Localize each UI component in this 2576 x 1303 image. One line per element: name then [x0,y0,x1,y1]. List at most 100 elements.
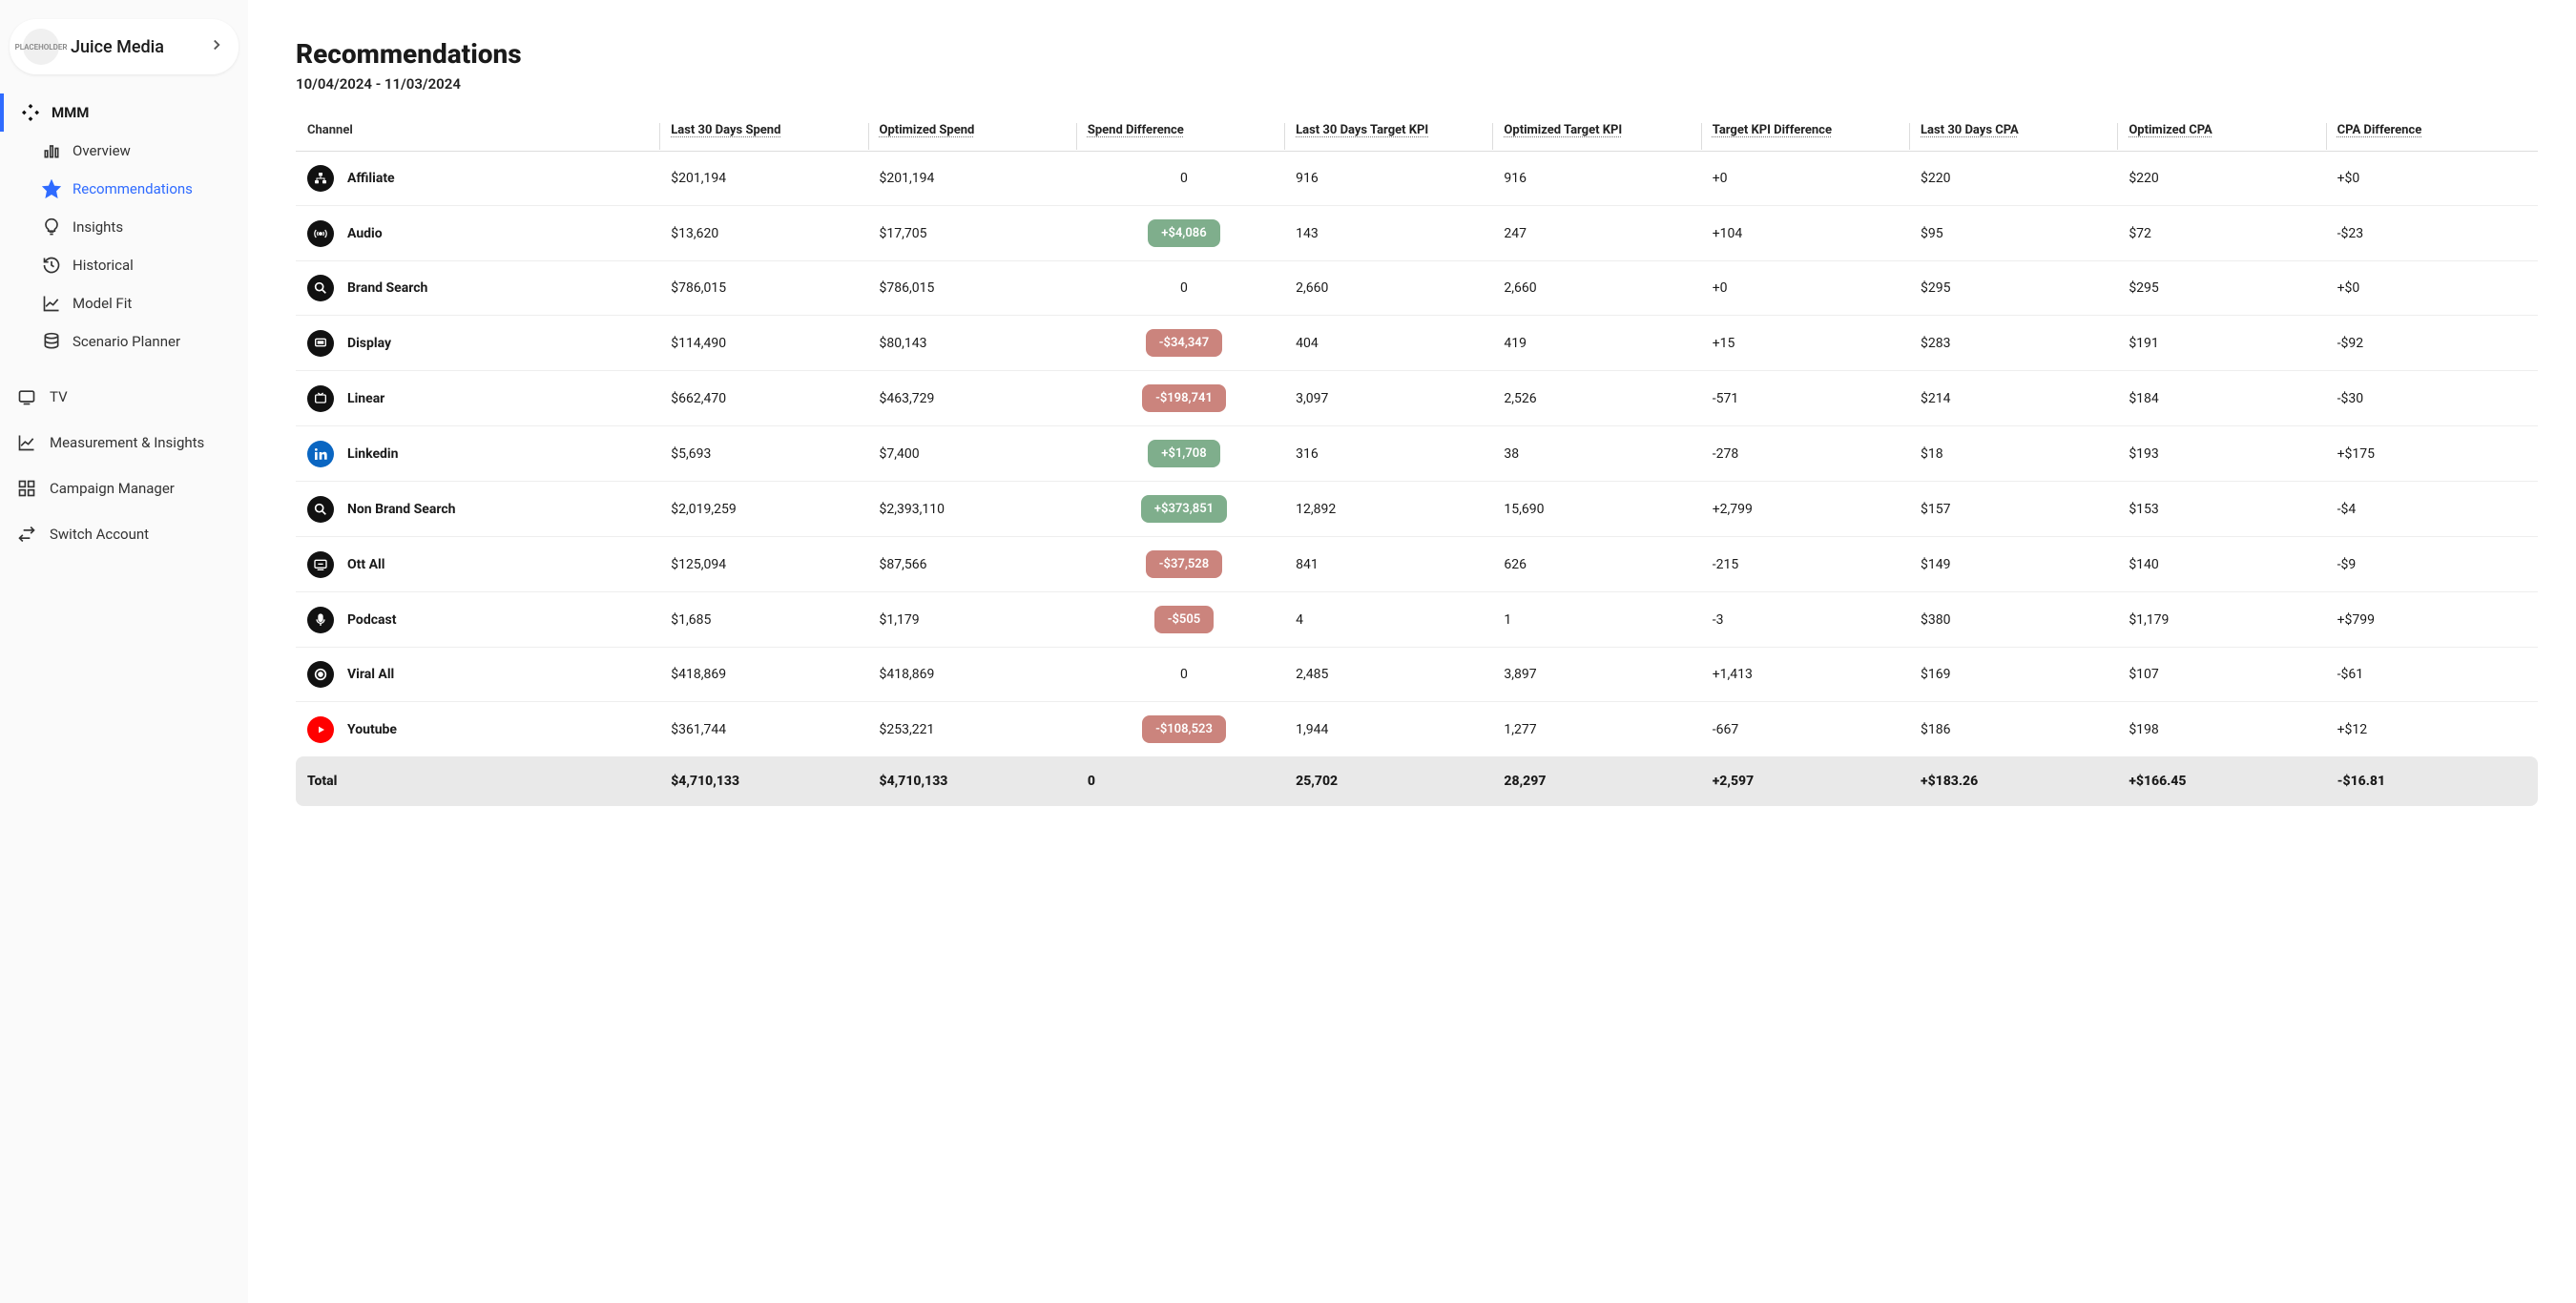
podcast-icon [307,607,334,633]
col-header-spend_diff[interactable]: Spend Difference [1080,114,1288,152]
col-header-opt_kpi[interactable]: Optimized Target KPI [1496,114,1704,152]
table-row[interactable]: Viral All $418,869$418,86902,4853,897+1,… [296,648,2538,702]
cell-kpi-diff: -571 [1705,371,1913,426]
nav-group-mmm[interactable]: MMM [0,93,248,132]
col-header-last30_spend[interactable]: Last 30 Days Spend [663,114,871,152]
col-header-cpa_diff[interactable]: CPA Difference [2330,114,2538,152]
channel-cell: Viral All [303,661,655,688]
cell-opt-spend: $7,400 [872,426,1080,482]
nav-sub-recommendations[interactable]: Recommendations [0,170,248,208]
tv-icon [17,387,36,406]
linkedin-icon [307,441,334,467]
line-chart-icon [42,294,61,313]
cell-opt-cpa: $198 [2121,702,2329,757]
table-row[interactable]: Ott All $125,094$87,566-$37,528841626-21… [296,537,2538,592]
cell-last30-cpa: $220 [1913,152,2121,206]
cell-opt-kpi: 38 [1496,426,1704,482]
col-header-last30_cpa[interactable]: Last 30 Days CPA [1913,114,2121,152]
total-cell: +2,597 [1705,756,1913,806]
table-row[interactable]: Brand Search $786,015$786,01502,6602,660… [296,261,2538,316]
table-row[interactable]: Non Brand Search $2,019,259$2,393,110+$3… [296,482,2538,537]
spend-diff-pill: -$34,347 [1146,329,1222,357]
cell-last30-cpa: $186 [1913,702,2121,757]
nav-top-label: Measurement & Insights [50,434,204,451]
table-row[interactable]: Affiliate $201,194$201,1940916916+0$220$… [296,152,2538,206]
spend-diff-pill: +$1,708 [1148,440,1219,467]
cell-cpa-diff: -$9 [2330,537,2538,592]
table-row[interactable]: Display $114,490$80,143-$34,347404419+15… [296,316,2538,371]
search-icon [307,275,334,301]
cell-opt-cpa: $193 [2121,426,2329,482]
table-row[interactable]: Audio $13,620$17,705+$4,086143247+104$95… [296,206,2538,261]
cell-last30-spend: $13,620 [663,206,871,261]
cell-cpa-diff: -$61 [2330,648,2538,702]
total-cell: Total [296,756,663,806]
cell-spend-diff: +$1,708 [1080,426,1288,482]
table-row[interactable]: Youtube $361,744$253,221-$108,5231,9441,… [296,702,2538,757]
cell-spend-diff: 0 [1080,648,1288,702]
cell-cpa-diff: +$0 [2330,261,2538,316]
total-cell: +$166.45 [2121,756,2329,806]
org-name: Juice Media [71,37,197,57]
org-logo-icon: PLACEHOLDER [23,29,59,65]
cell-kpi-diff: +104 [1705,206,1913,261]
cell-last30-spend: $114,490 [663,316,871,371]
cell-kpi-diff: +1,413 [1705,648,1913,702]
nav-group-label: MMM [52,104,89,121]
channel-cell: Non Brand Search [303,496,655,523]
main-content: Recommendations 10/04/2024 - 11/03/2024 … [248,0,2576,1303]
cell-opt-cpa: $72 [2121,206,2329,261]
org-switcher[interactable]: PLACEHOLDER Juice Media [10,19,239,74]
nav-top-tv[interactable]: TV [0,374,248,420]
table-row[interactable]: Linear $662,470$463,729-$198,7413,0972,5… [296,371,2538,426]
cell-kpi-diff: -667 [1705,702,1913,757]
page-title: Recommendations [296,38,2538,70]
spend-diff-pill: +$373,851 [1141,495,1227,523]
cell-last30-spend: $418,869 [663,648,871,702]
cell-cpa-diff: -$92 [2330,316,2538,371]
nav-sub-scenario-planner[interactable]: Scenario Planner [0,322,248,361]
nav-sub-historical[interactable]: Historical [0,246,248,284]
table-row[interactable]: Linkedin $5,693$7,400+$1,70831638-278$18… [296,426,2538,482]
nav-sub-label: Historical [73,257,134,274]
viral-icon [307,661,334,688]
channel-cell: Linkedin [303,441,655,467]
history-icon [42,256,61,275]
cell-opt-cpa: $191 [2121,316,2329,371]
col-header-opt_cpa[interactable]: Optimized CPA [2121,114,2329,152]
display-icon [307,330,334,357]
cell-cpa-diff: -$30 [2330,371,2538,426]
cell-opt-spend: $2,393,110 [872,482,1080,537]
col-header-opt_spend[interactable]: Optimized Spend [872,114,1080,152]
cell-spend-diff: +$373,851 [1080,482,1288,537]
channel-name: Podcast [347,612,396,628]
col-header-last30_kpi[interactable]: Last 30 Days Target KPI [1288,114,1496,152]
nav-sub-model-fit[interactable]: Model Fit [0,284,248,322]
nav-sub-overview[interactable]: Overview [0,132,248,170]
cell-opt-spend: $17,705 [872,206,1080,261]
channel-name: Linkedin [347,446,398,462]
nav-top-switch-account[interactable]: Switch Account [0,511,248,557]
cell-opt-kpi: 2,660 [1496,261,1704,316]
channel-cell: Brand Search [303,275,655,301]
nav-sub-insights[interactable]: Insights [0,208,248,246]
cell-opt-kpi: 1,277 [1496,702,1704,757]
col-header-channel[interactable]: Channel [296,114,663,152]
col-header-kpi_diff[interactable]: Target KPI Difference [1705,114,1913,152]
cell-spend-diff: -$505 [1080,592,1288,648]
chevron-right-icon [208,36,225,57]
table-row[interactable]: Podcast $1,685$1,179-$50541-3$380$1,179+… [296,592,2538,648]
cell-last30-cpa: $157 [1913,482,2121,537]
cell-spend-diff: 0 [1080,152,1288,206]
nav-top-label: Campaign Manager [50,480,175,497]
nav-top-measurement-insights[interactable]: Measurement & Insights [0,420,248,465]
cell-last30-kpi: 404 [1288,316,1496,371]
cell-opt-spend: $80,143 [872,316,1080,371]
cell-opt-kpi: 247 [1496,206,1704,261]
nav-top-campaign-manager[interactable]: Campaign Manager [0,465,248,511]
channel-name: Linear [347,391,384,406]
total-cell: $4,710,133 [663,756,871,806]
cell-kpi-diff: +0 [1705,261,1913,316]
cell-last30-spend: $1,685 [663,592,871,648]
cell-opt-cpa: $153 [2121,482,2329,537]
